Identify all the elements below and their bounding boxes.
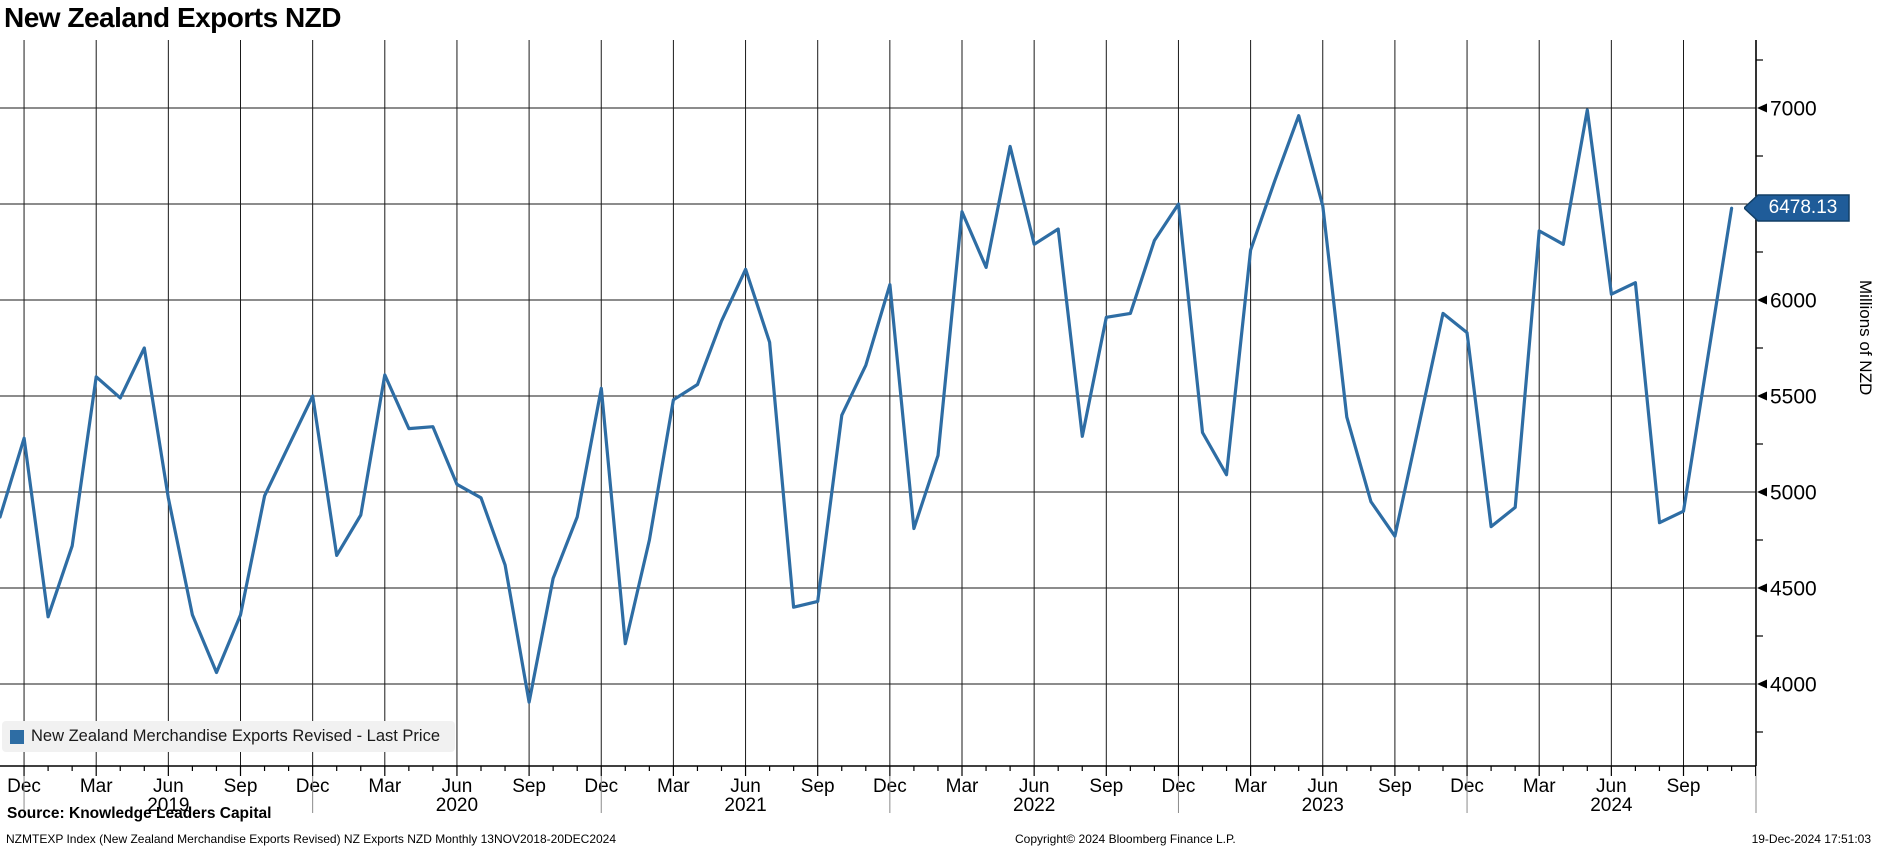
x-axis-month-label: Mar xyxy=(1523,776,1556,797)
y-axis-tick-label: 5000 xyxy=(1770,482,1817,505)
x-axis-month-label: Sep xyxy=(224,776,258,797)
x-axis-month-label: Sep xyxy=(1378,776,1412,797)
y-axis-title: Millions of NZD xyxy=(1856,280,1875,396)
y-axis-tick-label: 5500 xyxy=(1770,386,1817,409)
x-axis-year-label: 2024 xyxy=(1590,795,1633,816)
x-axis-year-label: 2021 xyxy=(724,795,766,816)
y-axis-arrow-tick xyxy=(1757,583,1767,593)
x-axis-month-label: Jun xyxy=(442,776,473,797)
y-axis-arrow-tick xyxy=(1757,391,1767,401)
y-axis-tick-label: 4000 xyxy=(1770,674,1817,697)
legend: New Zealand Merchandise Exports Revised … xyxy=(2,721,455,752)
exports-series-line xyxy=(0,108,1734,704)
y-axis-arrow-tick xyxy=(1757,487,1767,497)
x-axis-month-label: Jun xyxy=(1307,776,1338,797)
x-axis-month-label: Mar xyxy=(80,776,113,797)
y-axis-tick-label: 7000 xyxy=(1770,98,1817,121)
x-axis-month-label: Sep xyxy=(801,776,835,797)
x-axis-month-label: Jun xyxy=(1596,776,1627,797)
x-axis-month-label: Jun xyxy=(730,776,761,797)
legend-series-marker-icon xyxy=(10,729,24,744)
x-axis-month-label: Mar xyxy=(946,776,979,797)
x-axis-month-label: Sep xyxy=(1089,776,1123,797)
footer-copyright: Copyright© 2024 Bloomberg Finance L.P. xyxy=(1015,832,1236,846)
y-axis-tick-label: 4500 xyxy=(1770,578,1817,601)
y-axis-tick-label: 6000 xyxy=(1770,290,1817,313)
x-axis-month-label: Sep xyxy=(1667,776,1701,797)
last-price-value: 6478.13 xyxy=(1768,197,1838,219)
x-axis-month-label: Sep xyxy=(512,776,546,797)
page-title: New Zealand Exports NZD xyxy=(4,2,342,33)
y-axis-arrow-tick xyxy=(1757,295,1767,305)
x-axis-month-label: Mar xyxy=(1234,776,1267,797)
footer-datetime: 19-Dec-2024 17:51:03 xyxy=(1751,832,1871,846)
legend-series-label: New Zealand Merchandise Exports Revised … xyxy=(31,727,441,745)
footer-ticker-meta: NZMTEXP Index (New Zealand Merchandise E… xyxy=(6,832,617,846)
y-axis-arrow-tick xyxy=(1757,679,1767,689)
last-price-badge xyxy=(1744,194,1850,222)
x-axis-year-label: 2023 xyxy=(1302,795,1344,816)
x-axis-month-label: Jun xyxy=(153,776,184,797)
x-axis-month-label: Jun xyxy=(1019,776,1050,797)
x-axis-year-label: 2019 xyxy=(147,795,189,816)
x-axis-year-label: 2022 xyxy=(1013,795,1055,816)
x-axis-month-label: Mar xyxy=(368,776,401,797)
y-axis-arrow-tick xyxy=(1757,103,1767,113)
x-axis-year-label: 2020 xyxy=(436,795,478,816)
footer-source: Source: Knowledge Leaders Capital xyxy=(7,805,272,822)
x-axis-month-label: Mar xyxy=(657,776,690,797)
